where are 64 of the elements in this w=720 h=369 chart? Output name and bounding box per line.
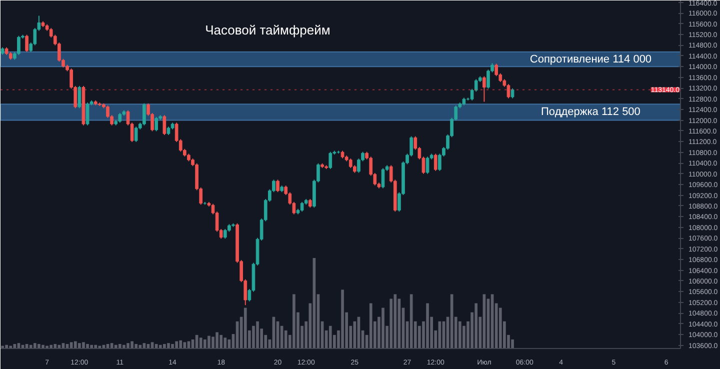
bar [426,303,429,348]
bar [33,343,36,348]
bar [163,344,166,348]
bar [78,343,81,348]
bar [175,341,178,348]
candlestick [510,88,514,99]
bar [382,308,384,348]
candlestick [300,201,304,212]
bar [341,290,344,348]
bar [256,321,259,348]
band-label: Поддержка 112 500 [541,106,640,118]
bar [458,321,462,348]
band-label: Сопротивление 114 000 [530,53,652,66]
bar [154,344,158,348]
bar [74,341,77,348]
bar [284,330,288,348]
bar [244,308,247,348]
candlestick [276,179,280,193]
bar [369,303,372,348]
bar [418,326,421,348]
bar [511,339,514,348]
bar [208,336,210,348]
bar [498,308,502,348]
bar [38,344,40,348]
bar [224,338,227,348]
candlestick [118,112,122,124]
candlestick [142,102,146,126]
bar [82,342,85,348]
bar [328,326,332,348]
bar [134,344,138,348]
bar [167,343,170,348]
candlestick [494,63,498,77]
candlestick [25,34,28,52]
candlestick [506,84,510,99]
bar [394,294,397,348]
candlestick [381,168,385,189]
candlestick [328,151,332,170]
candlestick [162,114,166,136]
text: Часовой таймфрейм [205,22,330,38]
bar [220,334,223,348]
bar [70,342,73,348]
bar [54,344,57,348]
bar [474,303,478,348]
bar [130,341,134,348]
bar [171,344,174,348]
bar [118,344,122,348]
candlestick [482,76,486,102]
bar [292,294,296,348]
bar [199,338,202,348]
bar [86,344,89,348]
candlestick [434,153,438,172]
bar [203,339,206,348]
candlestick [426,156,430,174]
bar [252,326,255,348]
candlestick [154,116,158,132]
candlestick [17,35,20,56]
bar [410,294,413,348]
bar [179,340,182,348]
bar [126,343,130,348]
bar [216,332,218,348]
bar [462,326,466,348]
candlestick [78,85,82,109]
candlestick [134,126,138,142]
candlestick [86,102,90,126]
